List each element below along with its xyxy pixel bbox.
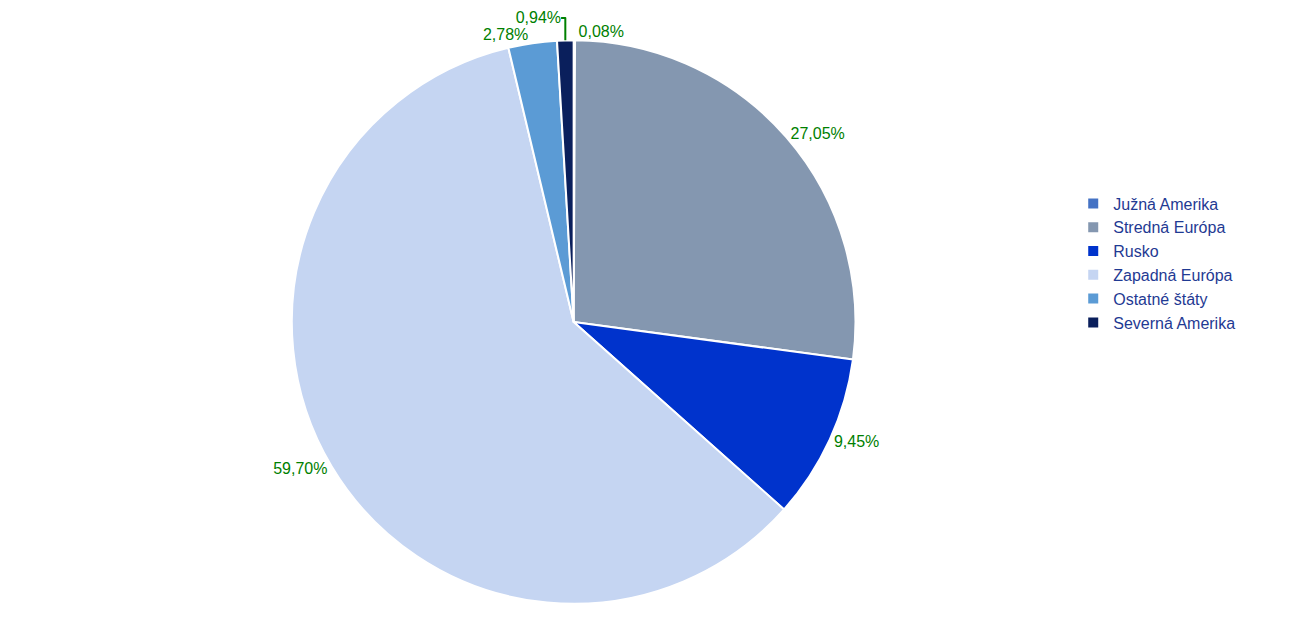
svg-text:Zapadná Európa: Zapadná Európa bbox=[1113, 267, 1232, 284]
svg-text:Severná Amerika: Severná Amerika bbox=[1113, 315, 1235, 332]
svg-text:27,05%: 27,05% bbox=[791, 125, 845, 142]
svg-text:2,78%: 2,78% bbox=[483, 26, 528, 43]
svg-text:Rusko: Rusko bbox=[1113, 243, 1158, 260]
svg-text:0,08%: 0,08% bbox=[579, 23, 624, 40]
svg-text:Stredná Európa: Stredná Európa bbox=[1113, 219, 1225, 236]
svg-text:59,70%: 59,70% bbox=[273, 460, 327, 477]
svg-text:Južná Amerika: Južná Amerika bbox=[1113, 196, 1218, 213]
svg-text:9,45%: 9,45% bbox=[834, 433, 879, 450]
svg-text:0,94%: 0,94% bbox=[516, 9, 561, 26]
svg-text:Ostatné štáty: Ostatné štáty bbox=[1113, 291, 1207, 308]
